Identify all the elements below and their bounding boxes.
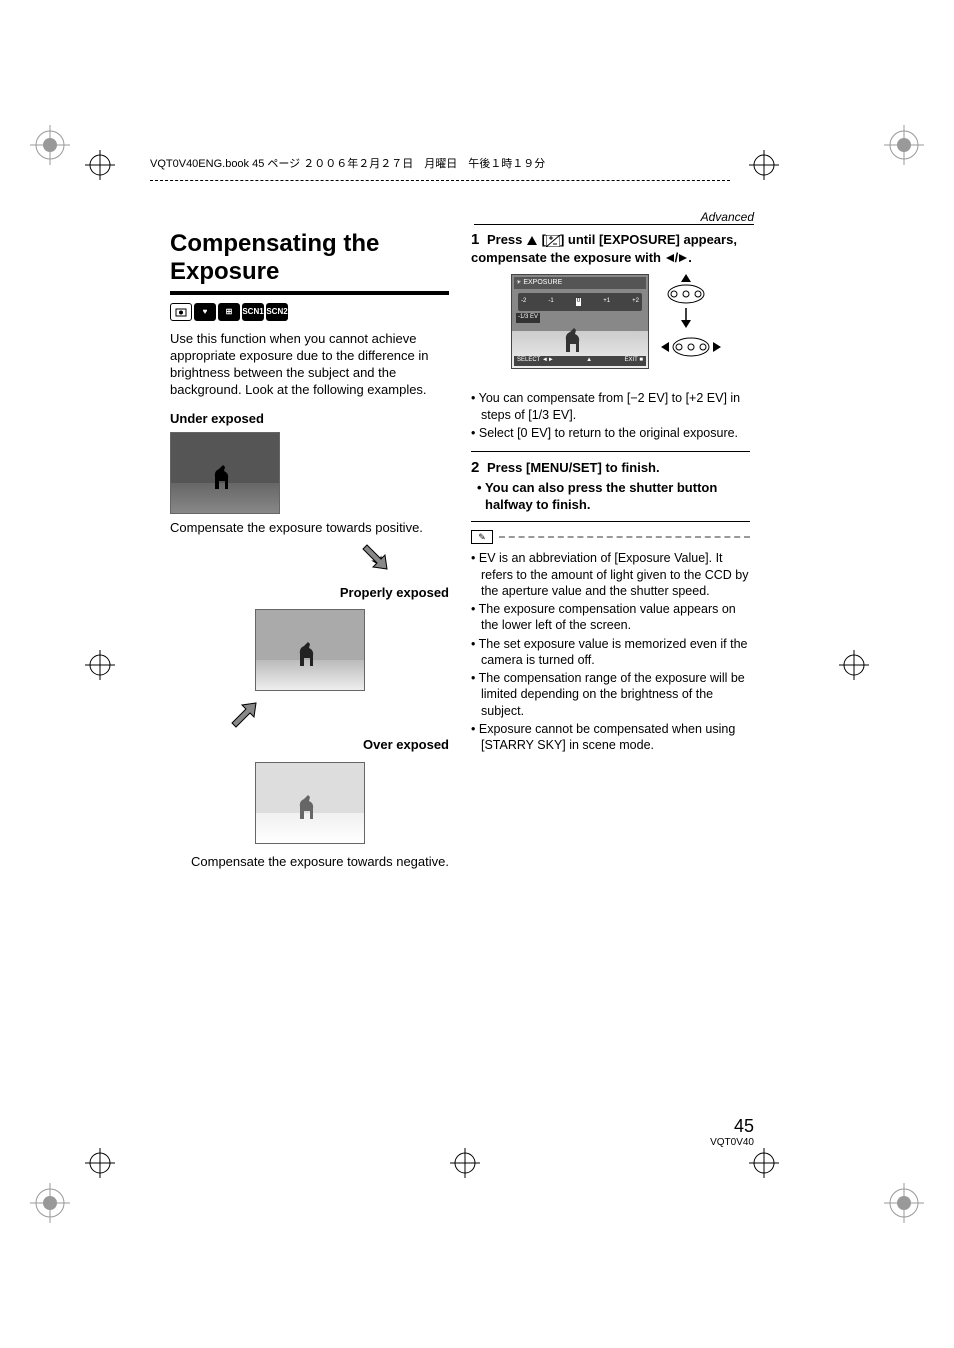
note-item: The compensation range of the exposure w… — [471, 670, 750, 719]
step-2-number: 2 — [471, 459, 479, 476]
right-triangle-icon — [678, 253, 688, 263]
step-1-bullets: You can compensate from [−2 EV] to [+2 E… — [471, 390, 750, 441]
note-dash-line — [499, 536, 750, 538]
scale-m: 0 — [576, 298, 581, 306]
lcd-bot-r: EXIT — [624, 357, 637, 363]
scale-l: -2 — [521, 298, 526, 306]
under-exposed-caption: Compensate the exposure towards positive… — [170, 520, 449, 537]
header-dash — [150, 180, 730, 181]
registration-mark — [30, 1183, 70, 1223]
step-1: 1 Press [] until [EXPOSURE] appears, com… — [471, 230, 750, 266]
mode-icon-movie: ⊞ — [218, 303, 240, 321]
bullet-item: Select [0 EV] to return to the original … — [471, 425, 750, 441]
lcd-bottom-bar: SELECT ◄► ▲ EXIT ■ — [514, 356, 646, 366]
over-exposed-photo — [255, 762, 365, 844]
left-triangle-icon — [665, 253, 675, 263]
section-label: Advanced — [701, 210, 754, 224]
content-area: Compensating the Exposure ♥ ⊞ SCN1 SCN2 … — [170, 230, 750, 871]
arrow-up-left-icon — [230, 701, 258, 729]
intro-text: Use this function when you cannot achiev… — [170, 331, 449, 399]
notes-list: EV is an abbreviation of [Exposure Value… — [471, 550, 750, 753]
step-2-sub: • You can also press the shutter button … — [471, 480, 750, 514]
over-exposed-label: Over exposed — [170, 737, 449, 754]
step-2-sub-text: You can also press the shutter button ha… — [485, 480, 717, 512]
crosshair-icon — [450, 1148, 480, 1178]
step-1-text-d: . — [688, 250, 692, 265]
book-header-line: VQT0V40ENG.book 45 ページ ２００６年２月２７日 月曜日 午後… — [150, 155, 545, 171]
lcd-title-text: EXPOSURE — [523, 279, 562, 286]
proper-exposed-photo — [255, 609, 365, 691]
note-header: ✎ — [471, 530, 750, 544]
step-2: 2 Press [MENU/SET] to finish. • You can … — [471, 458, 750, 513]
up-triangle-icon — [526, 235, 538, 247]
scale-ml: -1 — [548, 298, 553, 306]
step-1-text-a: Press — [487, 232, 526, 247]
step-1-text-b: [ — [538, 232, 546, 247]
divider — [471, 451, 750, 452]
over-exposed-caption: Compensate the exposure towards negative… — [170, 854, 449, 871]
arrow-down-right-icon — [361, 543, 389, 571]
registration-mark — [30, 125, 70, 165]
lcd-illustration: ☀ EXPOSURE -2 -1 0 +1 +2 -1/3 EV SELECT … — [511, 274, 750, 384]
mode-icon-scn1: SCN1 — [242, 303, 264, 321]
lcd-ev-indicator: -1/3 EV — [516, 313, 540, 323]
note-item: Exposure cannot be compensated when usin… — [471, 721, 750, 754]
crosshair-icon — [749, 150, 779, 180]
right-column: 1 Press [] until [EXPOSURE] appears, com… — [471, 230, 750, 871]
proper-exposed-label: Properly exposed — [170, 585, 449, 602]
crosshair-icon — [749, 1148, 779, 1178]
note-item: The exposure compensation value appears … — [471, 601, 750, 634]
control-pad-up — [661, 274, 707, 304]
step-2-text: Press [MENU/SET] to finish. — [487, 460, 660, 475]
down-arrow-icon — [679, 308, 693, 333]
mode-icon-camera — [170, 303, 192, 321]
control-pad-lr — [661, 332, 721, 362]
dog-silhouette-icon — [296, 640, 318, 668]
scale-mr: +1 — [603, 298, 610, 306]
note-item: The set exposure value is memorized even… — [471, 636, 750, 669]
divider — [471, 521, 750, 522]
doc-code: VQT0V40 — [710, 1137, 754, 1148]
lcd-bot-l: SELECT — [517, 357, 540, 363]
scale-r: +2 — [632, 298, 639, 306]
crosshair-icon — [85, 650, 115, 680]
title-rule — [170, 291, 449, 295]
crosshair-icon — [85, 1148, 115, 1178]
mode-icon-scn2: SCN2 — [266, 303, 288, 321]
section-underline — [474, 224, 754, 225]
step-1-number: 1 — [471, 231, 479, 248]
page-title: Compensating the Exposure — [170, 230, 449, 285]
proper-exposed-block: Properly exposed — [170, 577, 449, 696]
exposure-comp-icon — [546, 235, 560, 247]
crosshair-icon — [839, 650, 869, 680]
mode-icon-heart: ♥ — [194, 303, 216, 321]
lcd-title: ☀ EXPOSURE — [514, 277, 646, 289]
crosshair-icon — [85, 150, 115, 180]
page-footer: 45 VQT0V40 — [710, 1116, 754, 1148]
lcd-scale: -2 -1 0 +1 +2 — [518, 293, 642, 311]
note-item: EV is an abbreviation of [Exposure Value… — [471, 550, 750, 599]
page-number: 45 — [710, 1116, 754, 1137]
bullet-item: You can compensate from [−2 EV] to [+2 E… — [471, 390, 750, 423]
dog-silhouette-icon — [296, 793, 318, 821]
under-exposed-photo — [170, 432, 280, 514]
dog-silhouette-icon — [562, 326, 584, 354]
step-1-text: Press [] until [EXPOSURE] appears, compe… — [471, 232, 737, 265]
mode-icons-row: ♥ ⊞ SCN1 SCN2 — [170, 303, 449, 321]
note-icon: ✎ — [471, 530, 493, 544]
lcd-screen: ☀ EXPOSURE -2 -1 0 +1 +2 -1/3 EV SELECT … — [511, 274, 649, 369]
left-column: Compensating the Exposure ♥ ⊞ SCN1 SCN2 … — [170, 230, 449, 871]
registration-mark — [884, 125, 924, 165]
registration-mark — [884, 1183, 924, 1223]
under-exposed-label: Under exposed — [170, 411, 449, 428]
dog-silhouette-icon — [211, 463, 233, 491]
